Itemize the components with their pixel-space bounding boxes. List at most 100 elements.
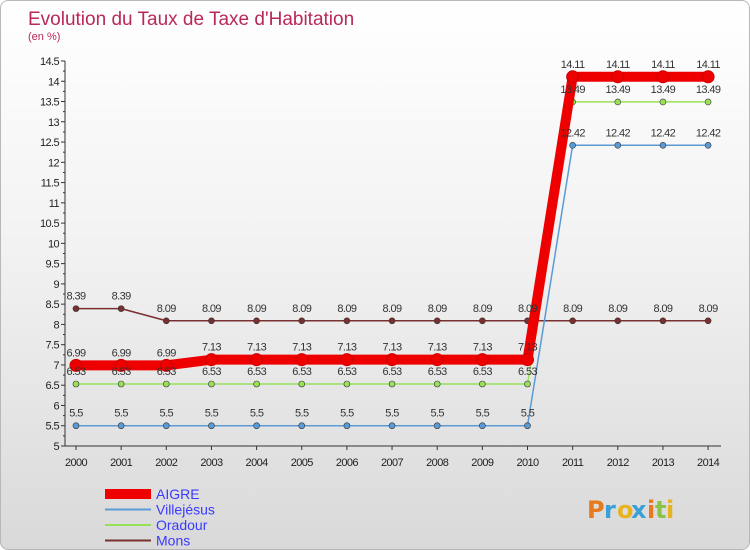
x-tick-label: 2008 bbox=[426, 457, 449, 469]
y-tick-label: 9.5 bbox=[46, 259, 60, 271]
x-tick-label: 2014 bbox=[697, 457, 720, 469]
x-tick-label: 2005 bbox=[291, 457, 314, 469]
data-label: 8.39 bbox=[66, 291, 85, 303]
x-tick-label: 2011 bbox=[562, 457, 584, 469]
data-point bbox=[656, 70, 670, 84]
data-point bbox=[659, 98, 667, 106]
logo-letter: P bbox=[587, 496, 605, 524]
x-tick-label: 2012 bbox=[607, 457, 630, 469]
data-label: 13.49 bbox=[560, 84, 585, 96]
x-tick-label: 2013 bbox=[652, 457, 675, 469]
chart-subtitle: (en %) bbox=[28, 31, 60, 43]
y-tick-label: 11 bbox=[49, 198, 60, 210]
data-label: 7.13 bbox=[202, 342, 221, 354]
data-point bbox=[117, 380, 125, 388]
data-label: 6.53 bbox=[202, 366, 221, 378]
data-point bbox=[614, 141, 622, 149]
data-point bbox=[117, 422, 125, 430]
data-point bbox=[611, 70, 625, 84]
data-point bbox=[433, 422, 441, 430]
data-point bbox=[388, 317, 396, 325]
y-tick-label: 13.5 bbox=[40, 97, 59, 109]
data-label: 14.11 bbox=[606, 59, 630, 71]
data-label: 8.09 bbox=[157, 303, 176, 315]
y-tick-label: 10.5 bbox=[40, 218, 59, 230]
y-tick-label: 8.5 bbox=[46, 299, 60, 311]
y-tick-label: 6.5 bbox=[46, 380, 60, 392]
data-label: 7.13 bbox=[473, 342, 492, 354]
chart-axes: 5 5.5 6 6.5 7 7.5 8 8.5 9 9.5 10 10.5 11 11.5 12 12.5 13… bbox=[40, 56, 721, 469]
data-label: 8.09 bbox=[292, 303, 311, 315]
data-point bbox=[204, 353, 218, 367]
data-point bbox=[704, 317, 712, 325]
data-point bbox=[388, 422, 396, 430]
y-tick-label: 7 bbox=[53, 360, 59, 372]
legend-label: Mons bbox=[156, 533, 190, 549]
y-tick-label: 10 bbox=[48, 238, 60, 250]
y-tick-label: 14.5 bbox=[40, 56, 59, 68]
data-point bbox=[479, 317, 486, 325]
data-point bbox=[72, 305, 80, 312]
data-label: 6.53 bbox=[112, 366, 131, 378]
data-label: 7.13 bbox=[337, 342, 356, 354]
logo-letter: i bbox=[666, 496, 674, 524]
data-point bbox=[117, 305, 125, 312]
data-label: 8.09 bbox=[699, 303, 718, 315]
data-point bbox=[298, 317, 306, 325]
y-tick-label: 14 bbox=[48, 76, 60, 88]
legend-label: Villejésus bbox=[156, 502, 215, 518]
data-label: 8.09 bbox=[428, 303, 447, 315]
data-point bbox=[430, 353, 444, 367]
data-label: 6.53 bbox=[518, 366, 537, 378]
data-label: 8.09 bbox=[247, 303, 266, 315]
data-label: 5.5 bbox=[205, 408, 219, 420]
data-point bbox=[159, 358, 173, 372]
data-point bbox=[479, 422, 486, 430]
data-point bbox=[295, 353, 309, 367]
data-point bbox=[163, 317, 170, 325]
data-point bbox=[569, 317, 576, 325]
data-label: 8.09 bbox=[518, 303, 537, 315]
logo-letter: i bbox=[647, 496, 655, 524]
data-label: 8.09 bbox=[473, 303, 492, 315]
data-point bbox=[521, 353, 534, 367]
data-label: 5.5 bbox=[250, 408, 264, 420]
data-label: 5.5 bbox=[160, 408, 174, 420]
data-point bbox=[343, 317, 351, 325]
data-point bbox=[479, 380, 486, 388]
data-label: 8.09 bbox=[563, 303, 582, 315]
data-point bbox=[566, 70, 580, 84]
x-tick-label: 2002 bbox=[155, 457, 178, 469]
data-point bbox=[385, 353, 399, 367]
y-tick-label: 11.5 bbox=[41, 178, 60, 190]
data-label: 6.99 bbox=[66, 347, 85, 359]
data-label: 6.53 bbox=[292, 366, 311, 378]
data-point bbox=[475, 353, 489, 367]
data-point bbox=[343, 380, 351, 388]
data-label: 12.42 bbox=[651, 127, 676, 139]
data-label: 12.42 bbox=[560, 127, 585, 139]
data-point bbox=[253, 380, 260, 388]
data-point bbox=[524, 380, 531, 388]
y-tick-label: 8 bbox=[53, 319, 59, 331]
data-label: 6.53 bbox=[157, 366, 176, 378]
y-tick-label: 6 bbox=[53, 400, 59, 412]
x-tick-label: 2003 bbox=[200, 457, 223, 469]
data-point bbox=[163, 380, 170, 388]
data-label: 5.5 bbox=[114, 408, 128, 420]
logo-letter: x bbox=[631, 496, 647, 524]
y-tick-label: 13 bbox=[48, 117, 60, 129]
data-label: 7.13 bbox=[247, 342, 266, 354]
data-point bbox=[433, 380, 441, 388]
data-label: 8.09 bbox=[383, 303, 402, 315]
data-point bbox=[253, 317, 260, 325]
data-point bbox=[298, 380, 306, 388]
data-label: 12.42 bbox=[606, 127, 631, 139]
data-label: 13.49 bbox=[696, 84, 721, 96]
data-label: 7.13 bbox=[292, 342, 311, 354]
x-tick-label: 2000 bbox=[65, 457, 88, 469]
data-label: 7.13 bbox=[428, 342, 447, 354]
